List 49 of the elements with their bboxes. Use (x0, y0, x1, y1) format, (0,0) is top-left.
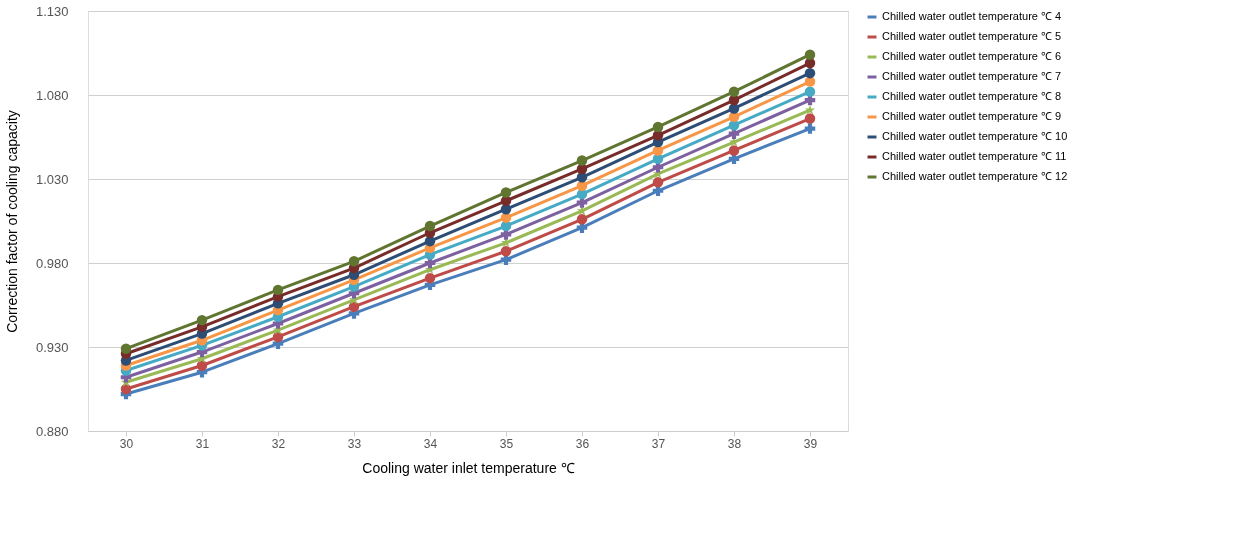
x-tick-label: 36 (575, 436, 590, 451)
point (120, 343, 132, 354)
y-tick-label: 1.130 (35, 3, 69, 19)
point (424, 220, 436, 232)
legend-label: Chilled water outlet temperature ℃ 11 (882, 150, 1067, 162)
legend-label: Chilled water outlet temperature ℃ 7 (882, 70, 1062, 82)
x-tick-label: 31 (195, 436, 210, 451)
point (804, 49, 816, 60)
x-tick-label: 32 (271, 436, 286, 451)
y-tick-label: 0.930 (35, 339, 69, 355)
point (348, 256, 360, 267)
point (576, 214, 588, 225)
point (196, 314, 208, 326)
legend-label: Chilled water outlet temperature ℃ 6 (882, 50, 1062, 62)
y-axis-title: Correction factor of cooling capacity (3, 110, 20, 333)
y-tick-label: 1.030 (35, 171, 69, 187)
point (272, 331, 284, 343)
legend-label: Chilled water outlet temperature ℃ 8 (882, 90, 1062, 102)
y-tick-label: 1.080 (35, 87, 69, 103)
legend-label: Chilled water outlet temperature ℃ 10 (882, 130, 1068, 142)
legend-label: Chilled water outlet temperature ℃ 9 (882, 110, 1062, 122)
x-tick-label: 38 (727, 436, 742, 451)
point (424, 272, 436, 284)
point (804, 113, 816, 124)
x-tick-label: 33 (347, 436, 362, 451)
point (804, 67, 816, 79)
point (805, 104, 815, 115)
x-tick-label: 37 (651, 436, 666, 451)
legend-label: Chilled water outlet temperature ℃ 12 (882, 170, 1068, 182)
point (652, 121, 664, 133)
x-axis-title: Cooling water inlet temperature ℃ (362, 459, 575, 476)
y-tick-label: 0.880 (35, 423, 69, 439)
point (500, 246, 512, 257)
x-tick-label: 30 (119, 436, 134, 451)
point (728, 145, 740, 156)
point (272, 284, 284, 296)
point (500, 187, 512, 198)
y-tick-label: 0.980 (35, 255, 69, 271)
x-tick-label: 35 (499, 436, 514, 451)
x-tick-label: 39 (803, 436, 818, 451)
legend-label: Chilled water outlet temperature ℃ 5 (882, 30, 1062, 42)
point (804, 86, 816, 97)
point (728, 86, 740, 97)
legend-label: Chilled water outlet temperature ℃ 4 (882, 10, 1062, 22)
point (804, 123, 816, 134)
point (120, 383, 132, 395)
point (652, 177, 664, 188)
x-tick-label: 34 (423, 436, 438, 451)
point (576, 155, 588, 166)
